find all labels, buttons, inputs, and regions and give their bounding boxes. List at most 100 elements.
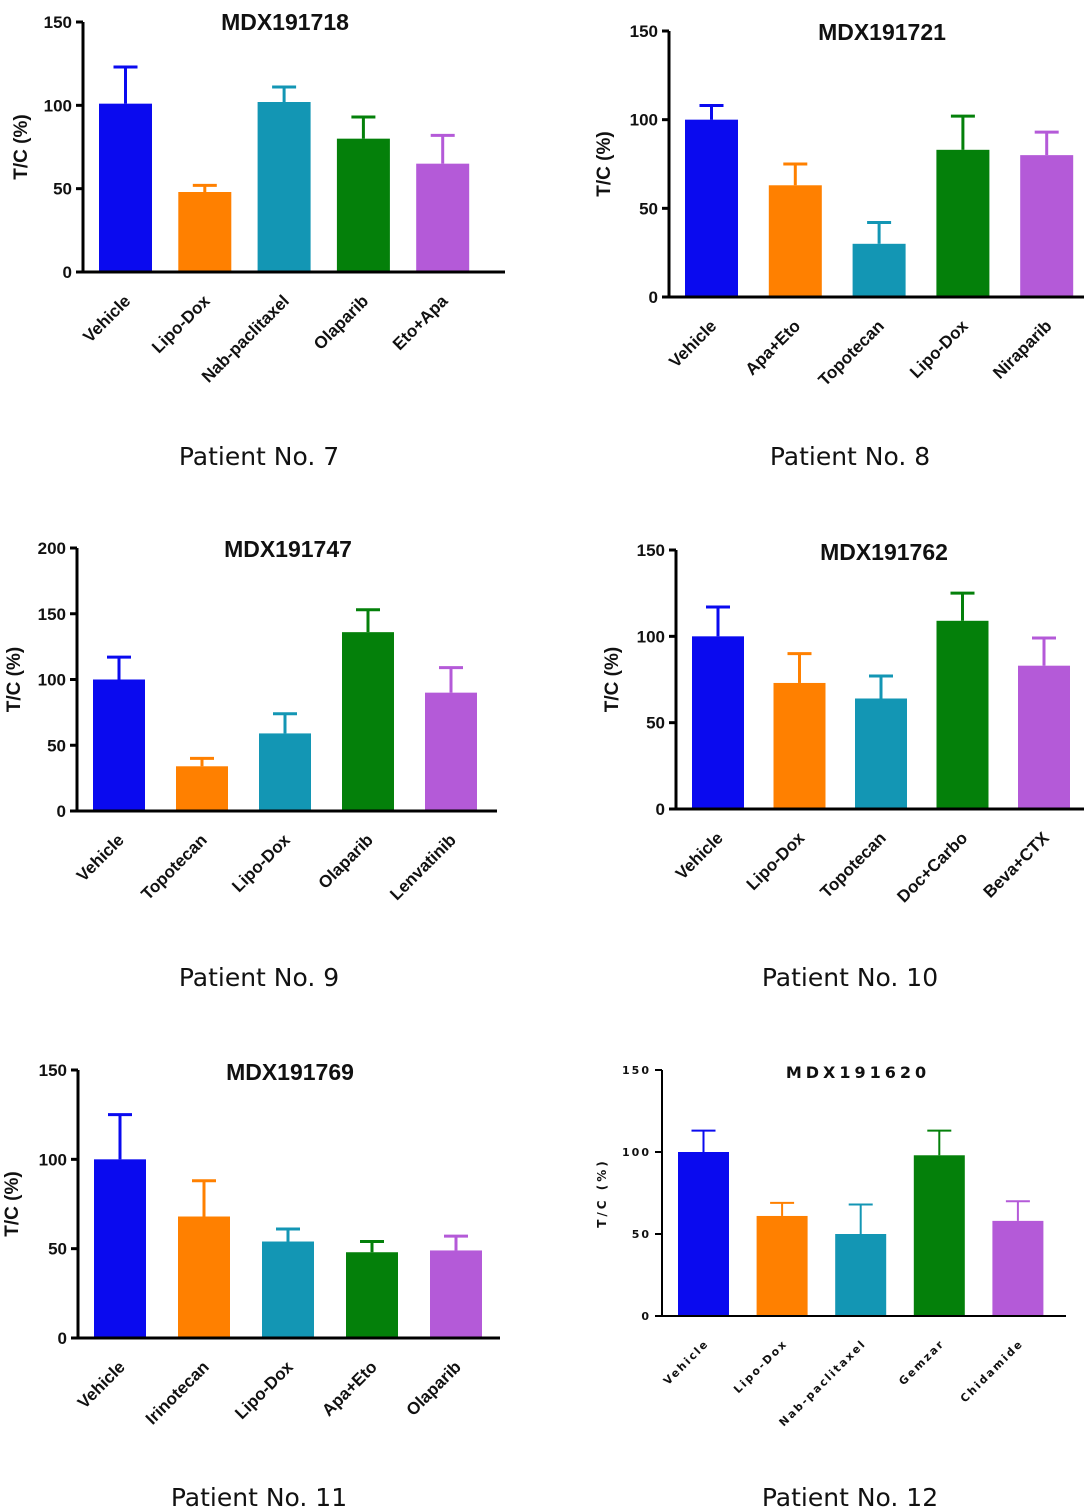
bar — [768, 185, 822, 297]
bar — [692, 636, 744, 809]
y-tick-label: 0 — [641, 1310, 651, 1323]
bar — [94, 1159, 146, 1338]
chart-panel: MDX191762 T/C (%) Vehicle Lipo-Dox Topotecan… — [602, 539, 1084, 992]
chart-title: MDX191718 — [221, 9, 349, 35]
y-tick-label: 0 — [656, 800, 665, 819]
category-label: Chidamide — [958, 1337, 1026, 1405]
category-label: Apa+Eto — [318, 1357, 381, 1420]
bar — [852, 243, 906, 297]
chart-title: MDX191762 — [820, 539, 948, 565]
chart-title: MDX191721 — [818, 19, 946, 45]
bar — [336, 138, 390, 272]
chart-panel: MDX191769 T/C (%) Vehicle Irinotecan Lipo-Do… — [2, 1059, 500, 1511]
chart-panel: MDX191721 T/C (%) Vehicle Apa+Eto Topotecan L… — [594, 19, 1084, 471]
y-tick-label: 50 — [53, 180, 72, 199]
y-tick-label: 0 — [57, 802, 66, 821]
bar — [425, 692, 477, 811]
bar — [1020, 155, 1074, 297]
category-label: Olaparib — [315, 830, 377, 892]
y-axis-label: T/C (%) — [11, 114, 32, 179]
panel-caption: Patient No. 10 — [762, 963, 938, 992]
panel-caption: Patient No. 8 — [770, 442, 930, 471]
bar — [835, 1234, 887, 1316]
bar — [855, 698, 907, 809]
y-axis-label: T/C (%) — [2, 1171, 23, 1236]
bar — [346, 1252, 398, 1338]
bar — [99, 103, 152, 273]
y-tick-label: 150 — [44, 13, 72, 32]
chart-title: MDX191769 — [226, 1059, 354, 1085]
category-label: Vehicle — [73, 830, 128, 885]
category-label: Lipo-Dox — [228, 830, 294, 896]
panel-caption: Patient No. 9 — [179, 963, 339, 992]
y-tick-label: 150 — [39, 1061, 67, 1080]
bar — [257, 102, 311, 272]
chart-title: MDX191747 — [224, 536, 352, 562]
y-tick-label: 200 — [38, 539, 66, 558]
category-label: Nab-paclitaxel — [777, 1337, 869, 1429]
y-tick-label: 50 — [639, 199, 658, 218]
y-tick-label: 0 — [58, 1329, 67, 1348]
category-label: Vehicle — [79, 291, 134, 346]
y-tick-label: 100 — [39, 1150, 67, 1169]
bar — [685, 119, 738, 298]
bar — [756, 1215, 808, 1316]
category-label: Vehicle — [661, 1337, 712, 1388]
panel-caption: Patient No. 11 — [171, 1483, 347, 1511]
category-label: Gemzar — [896, 1337, 947, 1388]
y-tick-label: 50 — [47, 736, 66, 755]
category-label: Doc+Carbo — [893, 828, 971, 906]
category-label: Topotecan — [815, 316, 888, 389]
category-label: Vehicle — [74, 1357, 129, 1412]
bar — [678, 1152, 729, 1316]
category-label: Lipo-Dox — [231, 1357, 297, 1423]
bar — [1018, 665, 1070, 809]
y-tick-label: 150 — [637, 541, 665, 560]
bar — [262, 1241, 314, 1338]
bar — [416, 163, 470, 272]
bar — [936, 620, 989, 809]
bar — [936, 149, 990, 297]
category-label: Lipo-Dox — [731, 1337, 790, 1396]
bar — [178, 192, 232, 272]
panel-caption: Patient No. 7 — [179, 442, 339, 471]
y-axis-label: T/C (%) — [602, 647, 623, 712]
category-label: Eto+Apa — [389, 291, 452, 354]
y-tick-label: 100 — [637, 627, 665, 646]
category-label: Olaparib — [310, 291, 372, 353]
bar — [773, 682, 826, 809]
chart-panel: MDX191747 T/C (%) Vehicle Topotecan Lipo-Dox… — [4, 536, 497, 992]
y-axis-label: T/C (%) — [595, 1158, 609, 1228]
bar — [259, 733, 311, 811]
bar — [178, 1216, 230, 1338]
y-axis-label: T/C (%) — [4, 647, 25, 712]
category-label: Niraparib — [989, 316, 1055, 382]
category-label: Vehicle — [672, 828, 727, 883]
category-label: Apa+Eto — [742, 316, 805, 379]
y-tick-label: 100 — [630, 111, 658, 130]
bar — [93, 679, 145, 811]
y-tick-label: 0 — [63, 263, 72, 282]
y-tick-label: 50 — [632, 1228, 651, 1241]
category-label: Topotecan — [138, 830, 211, 903]
y-tick-label: 100 — [38, 671, 66, 690]
bar — [176, 766, 228, 811]
y-tick-label: 50 — [646, 714, 665, 733]
category-label: Lipo-Dox — [148, 291, 214, 357]
bar — [430, 1250, 482, 1338]
category-label: Vehicle — [665, 316, 720, 371]
bar — [913, 1155, 965, 1316]
y-tick-label: 150 — [622, 1064, 651, 1077]
category-label: Olaparib — [403, 1357, 465, 1419]
chart-panel: MDX191620 T/C (%) Vehicle Lipo-DoxNab-pacli… — [595, 1063, 1066, 1511]
category-label: Lipo-Dox — [743, 828, 809, 894]
category-label: Beva+CTX — [980, 828, 1054, 902]
category-label: Lenvatinib — [386, 830, 460, 904]
category-label: Lipo-Dox — [906, 316, 972, 382]
y-axis-label: T/C (%) — [594, 131, 615, 196]
category-label: Irinotecan — [142, 1357, 213, 1428]
y-tick-label: 100 — [44, 96, 72, 115]
bar — [992, 1220, 1044, 1316]
bar — [342, 632, 394, 811]
